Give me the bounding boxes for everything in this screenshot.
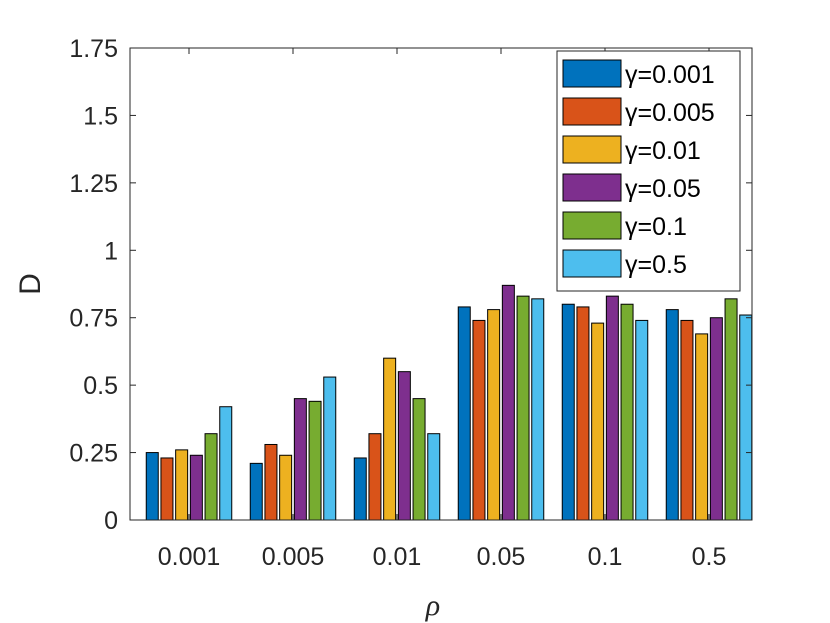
bar xyxy=(472,319,486,521)
legend: γ=0.001 γ=0.005 γ=0.01 γ=0.05 γ=0.1 γ=0.5 xyxy=(556,50,741,292)
y-ticks: 0 0.25 0.5 0.75 1 1.25 1.5 1.75 xyxy=(69,35,752,535)
bar xyxy=(368,433,382,521)
bar xyxy=(264,443,278,521)
bar xyxy=(680,319,694,521)
bar xyxy=(397,371,411,521)
legend-swatch xyxy=(562,135,622,164)
x-tick-label: 0.5 xyxy=(692,543,727,571)
legend-entry-label: γ=0.05 xyxy=(625,175,701,203)
bar xyxy=(412,398,426,521)
legend-entry-label: γ=0.001 xyxy=(625,61,715,89)
bar xyxy=(353,457,367,521)
bar xyxy=(605,295,619,521)
bar xyxy=(293,398,307,521)
bar xyxy=(427,433,441,521)
legend-swatch xyxy=(562,59,622,88)
bar xyxy=(308,400,322,521)
bar xyxy=(576,306,590,521)
bar xyxy=(516,295,530,521)
bar xyxy=(145,452,159,521)
bar xyxy=(531,298,545,521)
legend-entry-label: γ=0.005 xyxy=(625,99,715,127)
x-axis-label: ρ xyxy=(425,589,440,622)
bar xyxy=(175,449,189,521)
x-tick-label: 0.01 xyxy=(373,543,422,571)
x-ticks: 0.001 0.005 0.01 0.05 0.1 0.5 xyxy=(158,48,727,571)
bar xyxy=(724,298,738,521)
bar xyxy=(249,462,263,521)
y-tick-label: 1.5 xyxy=(83,102,118,130)
y-tick-label: 1.75 xyxy=(69,35,118,63)
legend-swatch xyxy=(562,211,622,240)
x-tick-label: 0.05 xyxy=(477,543,526,571)
bar xyxy=(739,314,753,521)
x-tick-label: 0.1 xyxy=(588,543,623,571)
bar xyxy=(204,433,218,521)
bar xyxy=(665,309,679,521)
y-tick-label: 0 xyxy=(104,507,118,535)
bar xyxy=(709,317,723,521)
legend-swatch xyxy=(562,173,622,202)
x-tick-label: 0.005 xyxy=(262,543,325,571)
bar xyxy=(279,454,293,521)
bar xyxy=(219,406,233,521)
bar xyxy=(457,306,471,521)
bar xyxy=(620,303,634,521)
legend-entry-label: γ=0.5 xyxy=(625,251,687,279)
y-tick-label: 1.25 xyxy=(69,170,118,198)
bar xyxy=(323,376,337,521)
bar xyxy=(383,357,397,521)
legend-swatch xyxy=(562,249,622,278)
legend-swatch xyxy=(562,97,622,126)
y-tick-label: 0.25 xyxy=(69,440,118,468)
bar xyxy=(591,322,605,521)
bars-group xyxy=(145,284,753,521)
bar xyxy=(695,333,709,521)
bar xyxy=(635,319,649,521)
plot-box xyxy=(129,47,753,521)
x-tick-label: 0.001 xyxy=(158,543,221,571)
bar xyxy=(561,303,575,521)
bar xyxy=(501,284,515,521)
legend-entry-label: γ=0.1 xyxy=(625,213,687,241)
legend-entry-label: γ=0.01 xyxy=(625,137,701,165)
y-tick-label: 0.75 xyxy=(69,305,118,333)
bar xyxy=(189,454,203,521)
axes-group xyxy=(129,47,753,521)
y-tick-label: 1 xyxy=(104,237,118,265)
bar xyxy=(160,457,174,521)
bar xyxy=(487,309,501,521)
y-axis-label: D xyxy=(14,273,47,295)
y-tick-label: 0.5 xyxy=(83,372,118,400)
